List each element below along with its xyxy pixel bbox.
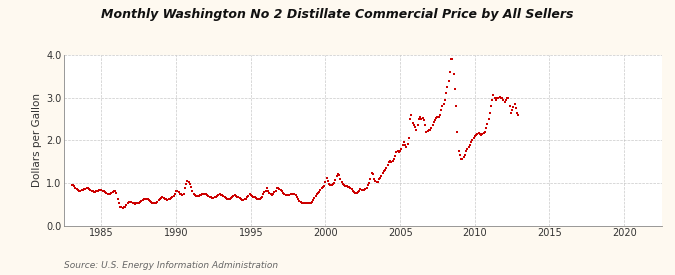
Text: Source: U.S. Energy Information Administration: Source: U.S. Energy Information Administ… — [64, 260, 278, 270]
Y-axis label: Dollars per Gallon: Dollars per Gallon — [32, 93, 42, 187]
Text: Monthly Washington No 2 Distillate Commercial Price by All Sellers: Monthly Washington No 2 Distillate Comme… — [101, 8, 574, 21]
